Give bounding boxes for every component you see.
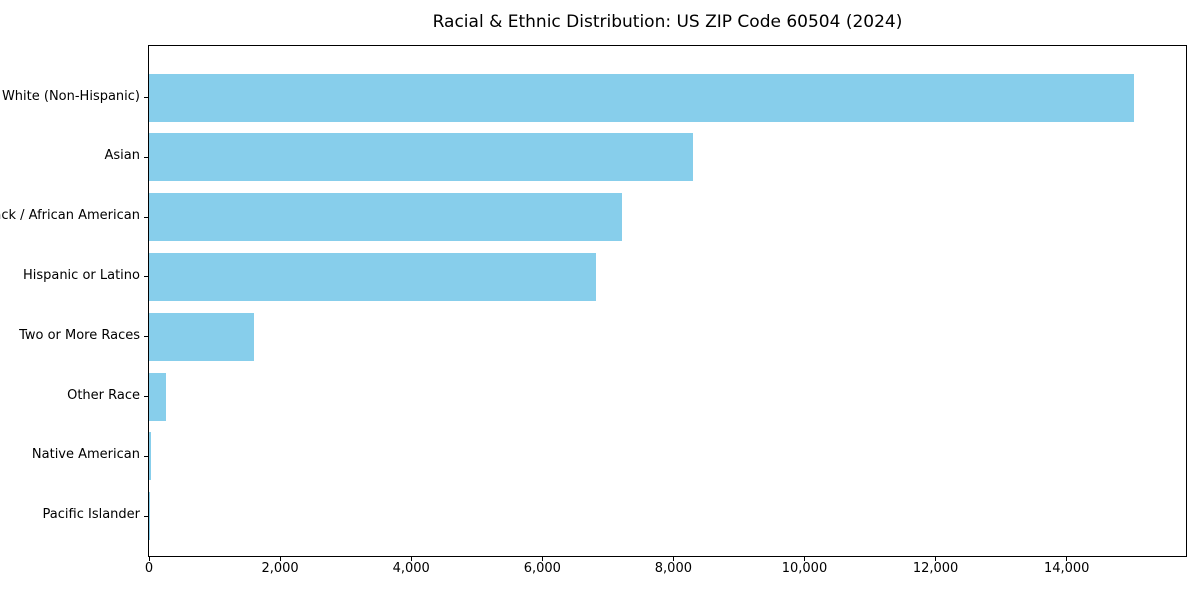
x-tick-label: 14,000 [1043,561,1090,576]
y-tick-label: Asian [104,148,140,164]
bar [149,73,1135,122]
y-tick-label: Two or More Races [19,327,140,343]
y-tick-label: White (Non-Hispanic) [1,88,140,104]
x-tick-mark [803,557,805,561]
bar [149,133,694,182]
y-tick-mark [144,156,148,158]
y-tick-label: Hispanic or Latino [22,267,140,283]
y-tick-mark [144,515,148,517]
y-tick-mark [144,336,148,338]
x-tick-label: 2,000 [261,561,299,576]
y-tick-label: Other Race [67,387,140,403]
bar [149,432,151,481]
y-tick-mark [144,396,148,397]
bar [149,312,254,361]
x-tick-label: 0 [144,561,154,576]
x-tick-mark [672,557,674,561]
plot-area [144,45,1187,561]
y-tick-mark [144,455,148,457]
x-tick-label: 12,000 [912,561,959,576]
x-tick-mark [279,557,281,561]
x-tick-mark [148,557,150,561]
x-tick-label: 6,000 [523,561,561,576]
y-tick-label: Pacific Islander [42,507,140,523]
x-tick-mark [541,557,543,561]
x-tick-mark [1066,557,1068,561]
chart-title: Racial & Ethnic Distribution: US ZIP Cod… [432,12,903,32]
bar [149,372,167,421]
y-tick-label: Black / African American [0,208,140,224]
x-tick-mark [410,557,412,561]
y-tick-label: Native American [31,447,140,463]
x-tick-mark [935,557,937,561]
bar [149,252,597,301]
y-tick-mark [144,216,148,218]
bar [149,492,150,541]
x-tick-label: 4,000 [392,561,430,576]
bar [149,193,622,242]
y-tick-mark [144,276,148,278]
x-tick-label: 8,000 [654,561,692,576]
x-tick-label: 10,000 [781,561,828,576]
y-tick-mark [144,97,148,98]
